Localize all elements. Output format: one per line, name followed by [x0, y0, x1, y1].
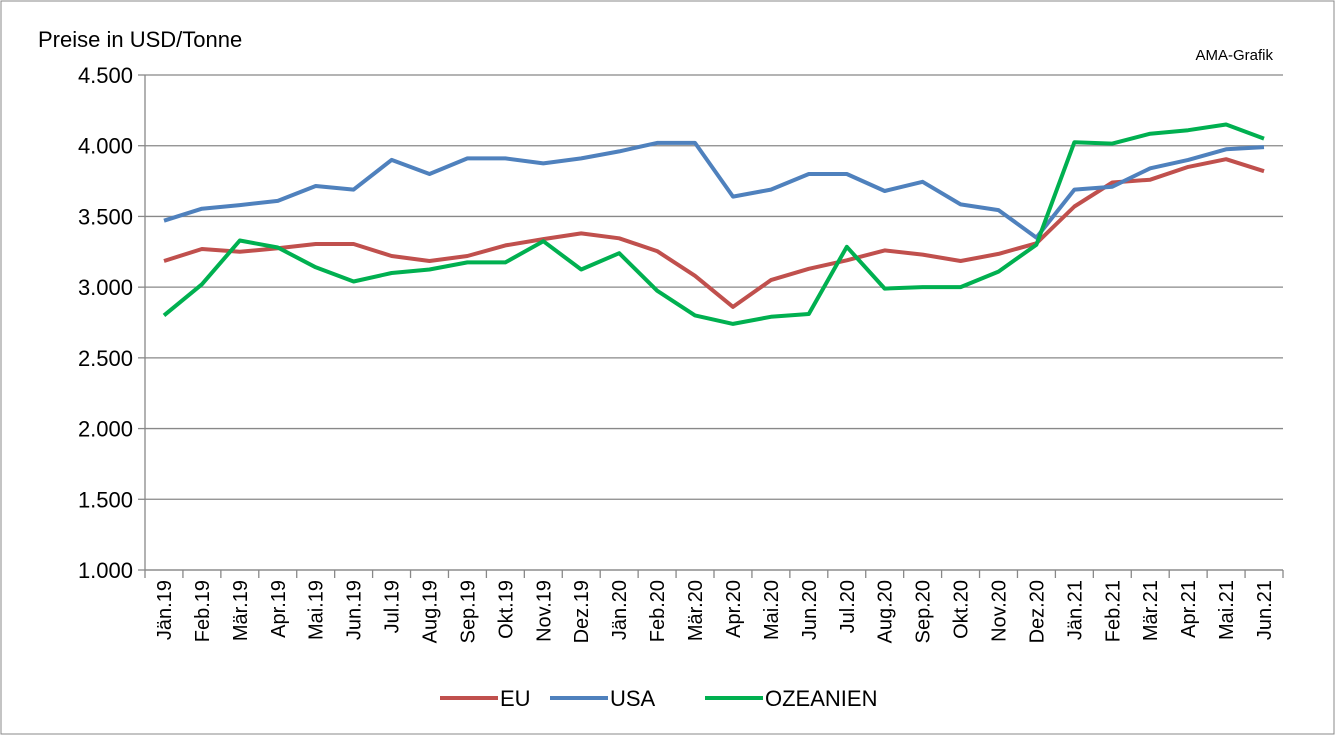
x-tick-label: Dez.20 — [1026, 580, 1048, 643]
y-tick-label: 2.000 — [78, 417, 133, 442]
x-tick-label: Okt.19 — [495, 580, 517, 639]
legend-label: OZEANIEN — [765, 686, 877, 711]
x-tick-label: Jän.19 — [154, 580, 176, 640]
x-tick-label: Mai.20 — [761, 580, 783, 640]
y-tick-label: 1.000 — [78, 558, 133, 583]
x-tick-label: Apr.19 — [268, 580, 290, 638]
series-line — [163, 157, 1265, 309]
x-tick-label: Mär.19 — [230, 580, 252, 641]
x-tick-label: Apr.21 — [1178, 580, 1200, 638]
legend-label: USA — [610, 686, 656, 711]
x-tick-label: Jän.21 — [1064, 580, 1086, 640]
series-line — [163, 140, 1265, 240]
y-tick-label: 3.000 — [78, 275, 133, 300]
x-tick-label: Apr.20 — [723, 580, 745, 638]
x-tick-label: Sep.19 — [457, 580, 479, 643]
x-tick-label: Jun.20 — [799, 580, 821, 640]
x-tick-label: Dez.19 — [571, 580, 593, 643]
x-tick-label: Nov.19 — [533, 580, 555, 642]
x-tick-label: Mai.19 — [306, 580, 328, 640]
x-tick-label: Jun.21 — [1254, 580, 1276, 640]
x-tick-label: Nov.20 — [989, 580, 1011, 642]
x-tick-label: Okt.20 — [951, 580, 973, 639]
x-tick-label: Feb.21 — [1102, 580, 1124, 642]
x-tick-label: Feb.20 — [647, 580, 669, 642]
x-tick-label: Aug.20 — [875, 580, 897, 643]
x-tick-label: Jän.20 — [609, 580, 631, 640]
y-tick-label: 4.500 — [78, 63, 133, 88]
annotation: AMA-Grafik — [1195, 47, 1273, 64]
x-tick-label: Mär.20 — [685, 580, 707, 641]
y-axis-label: Preise in USD/Tonne — [38, 27, 242, 52]
y-tick-label: 1.500 — [78, 487, 133, 512]
y-tick-label: 2.500 — [78, 346, 133, 371]
x-tick-label: Feb.19 — [192, 580, 214, 642]
y-tick-label: 4.000 — [78, 134, 133, 159]
x-tick-label: Jun.19 — [344, 580, 366, 640]
x-tick-label: Mär.21 — [1140, 580, 1162, 641]
x-tick-label: Mai.21 — [1216, 580, 1238, 640]
series-line — [162, 122, 1265, 326]
x-tick-label: Jul.20 — [837, 580, 859, 633]
x-tick-label: Jul.19 — [382, 580, 404, 633]
legend-label: EU — [500, 686, 531, 711]
y-tick-label: 3.500 — [78, 204, 133, 229]
x-tick-label: Sep.20 — [913, 580, 935, 643]
x-tick-label: Aug.19 — [420, 580, 442, 643]
